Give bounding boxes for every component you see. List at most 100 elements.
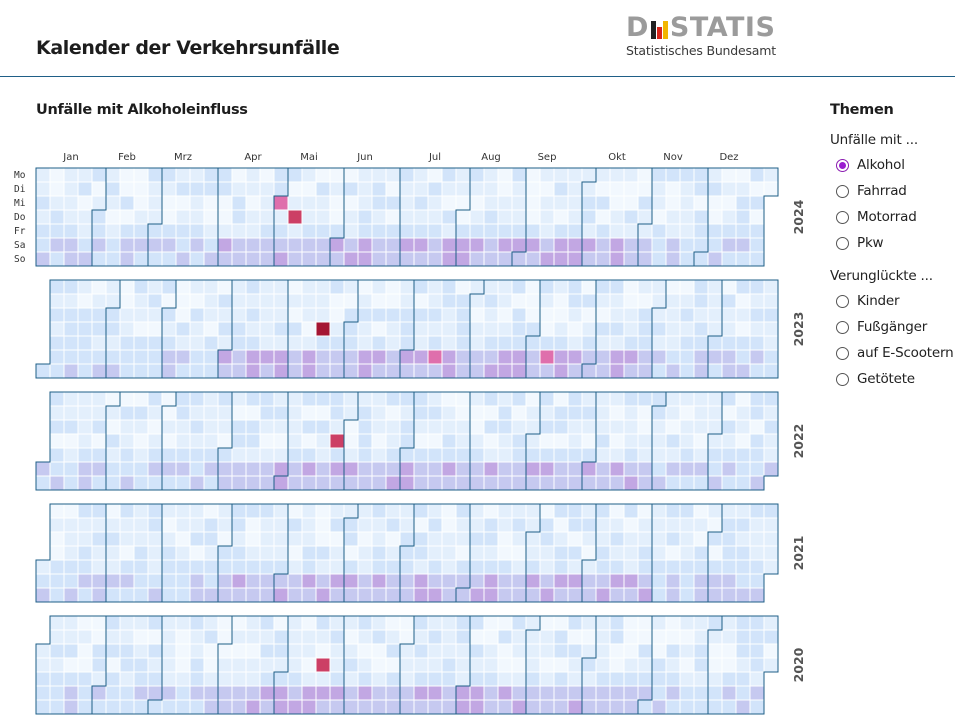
radio-e-scooter[interactable]: auf E-Scootern — [830, 340, 955, 366]
day-cell — [483, 251, 499, 267]
day-cell — [679, 559, 695, 575]
day-cell — [357, 433, 373, 449]
day-cell — [175, 167, 191, 183]
destatis-logo[interactable]: D STATIS Statistisches Bundesamt — [626, 14, 778, 59]
day-cell — [511, 195, 527, 211]
day-cell — [49, 307, 65, 323]
day-cell — [581, 461, 597, 477]
day-cell — [735, 167, 751, 183]
radio-getoetete[interactable]: Getötete — [830, 366, 955, 392]
day-cell — [665, 685, 681, 701]
day-cell — [455, 167, 471, 183]
day-cell — [707, 685, 723, 701]
radio-alkohol[interactable]: Alkohol — [830, 152, 955, 178]
radio-circle-icon[interactable] — [836, 236, 849, 250]
day-cell — [455, 307, 471, 323]
radio-kinder[interactable]: Kinder — [830, 288, 955, 314]
day-cell — [637, 545, 653, 561]
radio-circle-icon[interactable] — [836, 158, 849, 172]
day-cell — [329, 587, 345, 603]
day-cell — [63, 461, 79, 477]
day-cell — [623, 391, 639, 407]
day-cell — [357, 237, 373, 253]
day-cell — [273, 643, 289, 659]
day-cell — [357, 615, 373, 631]
day-cell — [91, 699, 107, 715]
day-cell — [273, 349, 289, 365]
radio-fahrrad[interactable]: Fahrrad — [830, 178, 955, 204]
day-cell — [539, 573, 555, 589]
day-cell — [77, 615, 93, 631]
day-cell — [581, 671, 597, 687]
day-cell — [469, 615, 485, 631]
day-cell — [301, 251, 317, 267]
day-cell — [567, 573, 583, 589]
day-cell — [511, 671, 527, 687]
day-cell — [399, 643, 415, 659]
day-cell — [609, 321, 625, 337]
day-cell — [455, 209, 471, 225]
day-cell — [511, 391, 527, 407]
day-cell — [427, 209, 443, 225]
radio-pkw[interactable]: Pkw — [830, 230, 955, 256]
day-cell — [231, 503, 247, 519]
day-cell — [497, 671, 513, 687]
day-cell — [679, 363, 695, 379]
day-cell — [679, 671, 695, 687]
day-cell — [287, 195, 303, 211]
day-cell — [553, 209, 569, 225]
day-cell — [119, 685, 135, 701]
day-cell — [49, 699, 65, 715]
day-cell — [231, 251, 247, 267]
radio-circle-icon[interactable] — [836, 320, 849, 334]
day-cell — [735, 699, 751, 715]
day-cell — [301, 321, 317, 337]
day-cell — [147, 419, 163, 435]
day-cell — [483, 419, 499, 435]
day-cell — [231, 363, 247, 379]
day-cell — [343, 237, 359, 253]
day-cell — [539, 531, 555, 547]
day-cell — [665, 251, 681, 267]
radio-circle-icon[interactable] — [836, 372, 849, 386]
radio-fussgaenger[interactable]: Fußgänger — [830, 314, 955, 340]
radio-circle-icon[interactable] — [836, 210, 849, 224]
day-cell — [707, 615, 723, 631]
day-cell — [651, 391, 667, 407]
day-cell — [301, 181, 317, 197]
day-cell — [161, 349, 177, 365]
day-cell — [581, 307, 597, 323]
radio-motorrad[interactable]: Motorrad — [830, 204, 955, 230]
radio-circle-icon[interactable] — [836, 346, 849, 360]
day-cell — [721, 195, 737, 211]
radio-circle-icon[interactable] — [836, 294, 849, 308]
day-cell — [595, 461, 611, 477]
day-cell — [483, 181, 499, 197]
weekday-label: So — [14, 254, 26, 265]
day-cell — [651, 349, 667, 365]
day-cell — [469, 531, 485, 547]
weekday-label: Mo — [14, 170, 26, 181]
day-cell — [679, 433, 695, 449]
day-cell — [161, 475, 177, 491]
day-cell — [315, 657, 331, 673]
day-cell — [371, 475, 387, 491]
day-cell — [651, 167, 667, 183]
day-cell — [427, 503, 443, 519]
day-cell — [595, 657, 611, 673]
day-cell — [413, 321, 429, 337]
day-cell — [203, 475, 219, 491]
day-cell — [231, 615, 247, 631]
day-cell — [413, 405, 429, 421]
day-cell — [749, 559, 765, 575]
day-cell — [749, 181, 765, 197]
day-cell — [49, 559, 65, 575]
day-cell — [581, 419, 597, 435]
day-cell — [259, 167, 275, 183]
day-cell — [399, 447, 415, 463]
radio-circle-icon[interactable] — [836, 184, 849, 198]
day-cell — [455, 405, 471, 421]
day-cell — [581, 447, 597, 463]
day-cell — [693, 209, 709, 225]
day-cell — [77, 419, 93, 435]
